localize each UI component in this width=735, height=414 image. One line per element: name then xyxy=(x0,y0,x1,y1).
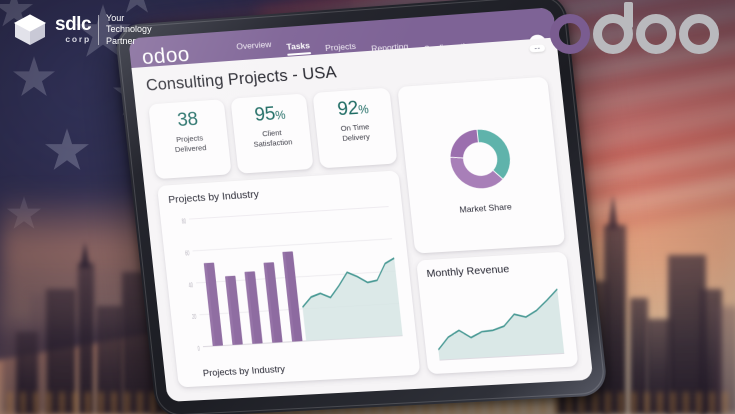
odoo-logo-letter-o3 xyxy=(679,14,719,54)
sdlc-corp-logo: sdlc corp Your Technology Partner xyxy=(12,12,152,48)
dashboard-grid: 38 Projects Delivered 95% Client xyxy=(148,76,579,388)
revenue-area-chart[interactable] xyxy=(428,277,569,366)
donut-chart-label: Market Share xyxy=(458,201,513,215)
market-share-card[interactable]: Market Share xyxy=(397,76,566,254)
nav-item-tasks[interactable]: Tasks xyxy=(285,39,311,52)
kpi-value: 92% xyxy=(336,97,370,121)
svg-text:20: 20 xyxy=(192,314,197,322)
sdlc-tagline: Your Technology Partner xyxy=(106,13,152,48)
donut-chart[interactable] xyxy=(437,117,524,200)
kpi-label: Client Satisfaction xyxy=(253,128,293,149)
odoo-logo-letter-d xyxy=(593,2,633,54)
tagline-line-3: Partner xyxy=(106,35,136,46)
kpi-label: On Time Delivery xyxy=(340,122,371,143)
sdlc-wordmark: sdlc xyxy=(55,14,92,36)
tagline-line-2: Technology xyxy=(106,24,152,35)
nav-item-overview[interactable]: Overview xyxy=(235,38,272,51)
svg-text:0: 0 xyxy=(197,346,200,353)
projects-by-industry-card[interactable]: Projects by Industry 80 60 40 20 0 Projects … xyxy=(157,170,421,388)
svg-text:40: 40 xyxy=(188,282,193,290)
tablet-device: odoo Overview Tasks Projects Reporting C… xyxy=(114,0,609,414)
kpi-row: 38 Projects Delivered 95% Client xyxy=(148,87,398,180)
kpi-value: 38 xyxy=(176,109,199,132)
tablet-frame: odoo Overview Tasks Projects Reporting C… xyxy=(114,0,609,414)
kpi-label: Projects Delivered xyxy=(174,133,207,155)
svg-text:60: 60 xyxy=(185,250,190,258)
kpi-card-client-satisfaction[interactable]: 95% Client Satisfaction xyxy=(230,93,315,174)
dashboard-left-column: 38 Projects Delivered 95% Client xyxy=(148,87,421,388)
sdlc-corp-text: corp xyxy=(65,33,92,44)
kpi-card-projects-delivered[interactable]: 38 Projects Delivered xyxy=(148,99,232,180)
dashboard-page: Consulting Projects - USA 38 Projects De… xyxy=(131,37,594,402)
dashboard-right-column: Market Share Monthly Revenue xyxy=(397,76,579,375)
tagline-line-1: Your xyxy=(106,12,125,23)
card-title: Monthly Revenue xyxy=(426,263,510,281)
svg-text:80: 80 xyxy=(181,218,186,226)
bar-chart[interactable]: 80 60 40 20 0 xyxy=(170,197,409,366)
kpi-value: 95% xyxy=(253,103,286,126)
more-options-button[interactable] xyxy=(529,44,546,53)
monthly-revenue-card[interactable]: Monthly Revenue xyxy=(416,251,579,375)
cube-icon xyxy=(12,12,48,48)
tablet-screen: odoo Overview Tasks Projects Reporting C… xyxy=(128,7,594,402)
logo-divider xyxy=(98,15,100,45)
odoo-logo-letter-o1 xyxy=(550,14,590,54)
odoo-watermark-logo xyxy=(550,2,719,54)
kpi-card-on-time-delivery[interactable]: 92% On Time Delivery xyxy=(312,87,398,169)
odoo-logo-letter-o2 xyxy=(636,14,676,54)
